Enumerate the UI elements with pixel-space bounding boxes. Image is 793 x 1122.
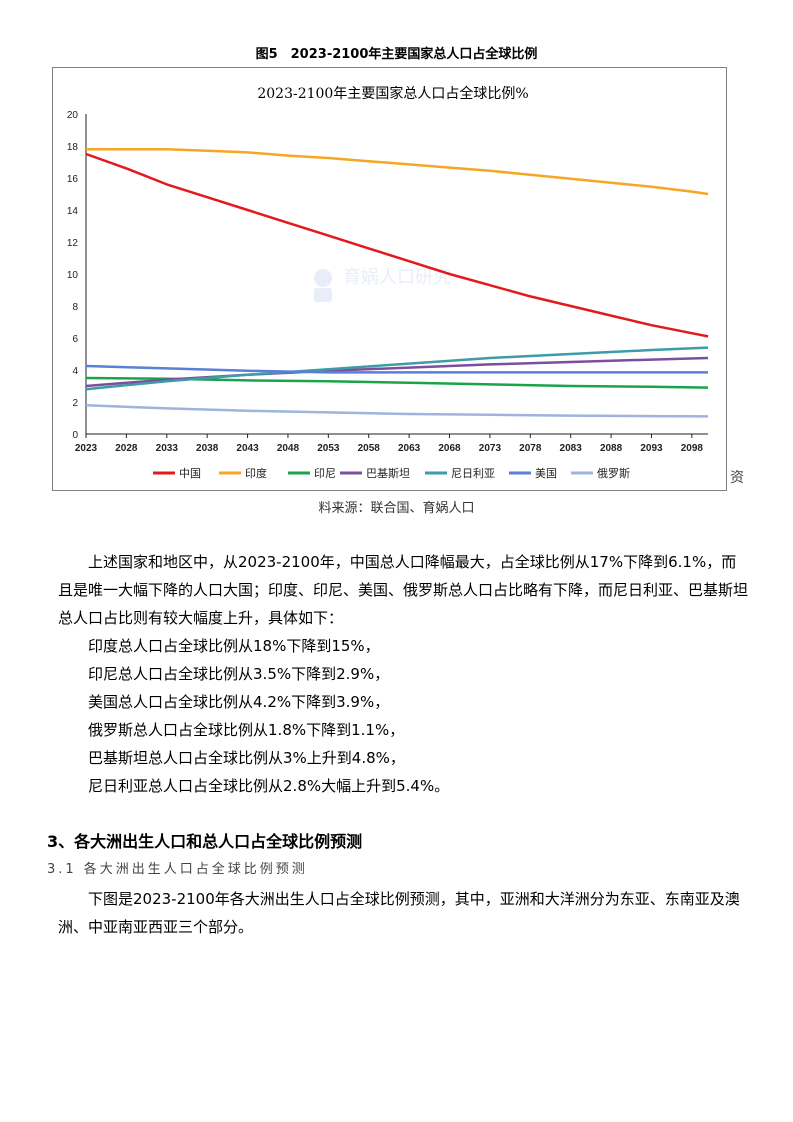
x-tick-label: 2043	[236, 443, 259, 454]
series-line	[86, 147, 709, 196]
x-tick-label: 2073	[479, 443, 502, 454]
y-tick-label: 16	[67, 174, 79, 185]
y-tick-label: 6	[72, 334, 78, 345]
paragraph-intro: 下图是2023-2100年各大洲出生人口占全球比例预测，其中，亚洲和大洋洲分为东…	[58, 890, 740, 936]
y-tick-label: 20	[67, 110, 79, 121]
list-item: 尼日利亚总人口占全球比例从2.8%大幅上升到5.4%。	[88, 777, 450, 795]
watermark: 育娲人口研究	[314, 267, 451, 302]
paragraph-summary: 上述国家和地区中，从2023-2100年，中国总人口降幅最大，占全球比例从17%…	[58, 553, 749, 627]
legend-label: 俄罗斯	[597, 467, 630, 480]
figure-source: 料来源：联合国、育娲人口	[318, 501, 475, 516]
x-tick-label: 2083	[560, 443, 583, 454]
y-tick-label: 14	[67, 206, 79, 217]
series-line	[85, 403, 709, 418]
y-tick-label: 0	[72, 430, 78, 441]
x-tick-label: 2048	[277, 443, 300, 454]
list-item: 巴基斯坦总人口占全球比例从3%上升到4.8%，	[88, 749, 405, 767]
y-tick-label: 12	[67, 238, 79, 249]
list-item: 印尼总人口占全球比例从3.5%下降到2.9%，	[88, 665, 390, 683]
x-tick-label: 2093	[640, 443, 663, 454]
legend-label: 中国	[179, 467, 201, 480]
series-line	[85, 364, 708, 374]
legend-label: 巴基斯坦	[366, 466, 410, 480]
chart-title: 2023-2100年主要国家总人口占全球比例%	[257, 85, 528, 102]
list-item: 俄罗斯总人口占全球比例从1.8%下降到1.1%，	[88, 721, 405, 739]
x-tick-label: 2023	[75, 443, 98, 454]
list-item: 美国总人口占全球比例从4.2%下降到3.9%，	[88, 693, 390, 711]
subsection-heading: 3.1 各大洲出生人口占全球比例预测	[47, 862, 308, 877]
line-chart: 2023-2100年主要国家总人口占全球比例% 育娲人口研究 0 2 4 6 8 10 12…	[67, 85, 709, 480]
legend-label: 美国	[535, 467, 557, 480]
y-tick-label: 2	[72, 398, 78, 409]
legend-label: 尼日利亚	[451, 467, 495, 480]
y-tick-label: 18	[67, 142, 79, 153]
x-tick-label: 2078	[519, 443, 542, 454]
x-tick-label: 2063	[398, 443, 421, 454]
x-tick-label: 2068	[438, 443, 461, 454]
x-tick-label: 2038	[196, 443, 219, 454]
y-tick-label: 4	[72, 366, 78, 377]
list-item: 印度总人口占全球比例从18%下降到15%，	[88, 637, 380, 655]
x-tick-label: 2053	[317, 443, 340, 454]
x-tick-label: 2028	[115, 443, 138, 454]
y-tick-label: 10	[67, 270, 79, 281]
stray-glyph: 资	[730, 470, 744, 486]
series-line	[85, 152, 709, 338]
figure-caption: 图5 2023-2100年主要国家总人口占全球比例	[255, 47, 538, 62]
y-tick-label: 8	[72, 302, 78, 313]
legend-label: 印度	[245, 466, 267, 480]
chart-frame: 2023-2100年主要国家总人口占全球比例% 育娲人口研究 0 2 4 6 8 10 12…	[52, 67, 727, 491]
x-tick-label: 2098	[681, 443, 704, 454]
legend-label: 印尼	[314, 467, 336, 480]
x-tick-label: 2088	[600, 443, 623, 454]
series-line	[85, 346, 709, 391]
section-heading: 3、各大洲出生人口和总人口占全球比例预测	[47, 832, 363, 851]
watermark-text: 育娲人口研究	[343, 267, 451, 288]
x-tick-label: 2033	[156, 443, 179, 454]
x-tick-label: 2058	[358, 443, 381, 454]
